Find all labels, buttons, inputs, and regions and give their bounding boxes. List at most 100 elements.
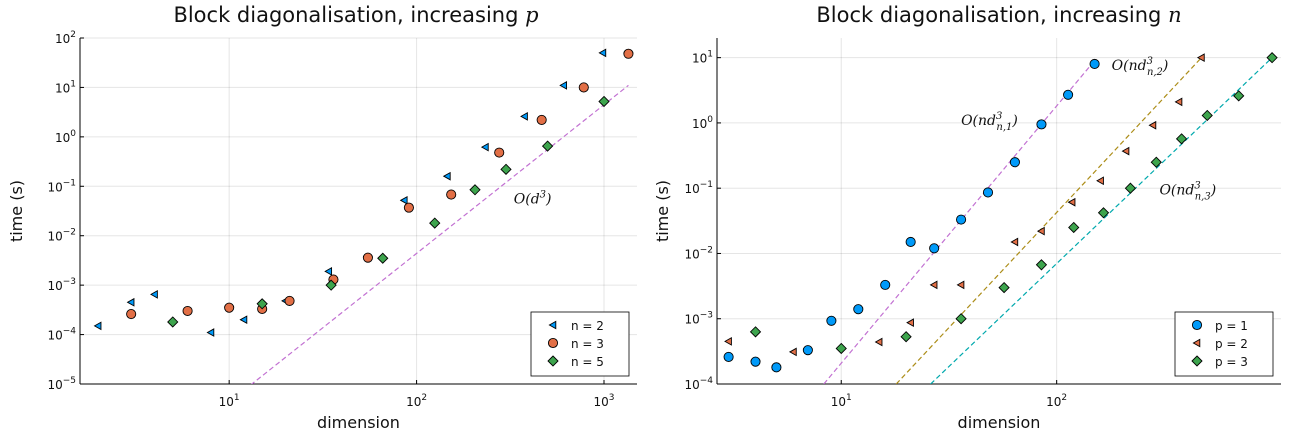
data-point — [905, 236, 916, 248]
reference-line-label-1: O(d3) — [514, 189, 552, 207]
data-point — [182, 305, 193, 317]
data-point — [1148, 120, 1157, 130]
y-tick-label: 102 — [55, 30, 76, 46]
plot-area — [93, 48, 634, 384]
chart-title: Block diagonalisation, increasing n — [816, 3, 1181, 27]
data-point — [578, 82, 589, 93]
legend-box — [530, 311, 630, 377]
data-point — [982, 187, 994, 198]
data-point — [750, 356, 761, 367]
data-point — [1174, 97, 1183, 107]
data-point — [480, 142, 489, 152]
data-point — [955, 313, 967, 325]
x-axis-label: dimension — [317, 413, 400, 432]
data-point — [324, 266, 333, 276]
y-tick-label: 10−3 — [684, 311, 713, 327]
data-point — [1150, 156, 1162, 168]
y-axis-label: time (s) — [7, 180, 26, 242]
data-point — [1010, 237, 1019, 247]
data-point — [1201, 109, 1213, 122]
y-tick-label: 10−4 — [684, 376, 713, 392]
data-point — [956, 214, 967, 225]
data-point — [835, 342, 847, 355]
data-point — [1124, 182, 1137, 194]
data-point — [541, 140, 554, 152]
y-tick-label: 10−4 — [47, 327, 76, 343]
y-tick-label: 10−3 — [47, 277, 76, 293]
series-1 — [93, 48, 607, 337]
data-point — [826, 315, 837, 326]
data-point — [167, 316, 179, 328]
data-point — [284, 295, 295, 306]
y-tick-label: 10−1 — [47, 178, 76, 194]
chart-increasing-n: 101 102 10−4 10−3 10−2 10−1 100 101 Block diagon… — [653, 3, 1281, 432]
data-point — [325, 279, 337, 291]
data-point — [724, 336, 732, 346]
legend-marker-2 — [547, 337, 559, 349]
x-tick-label: 103 — [593, 393, 614, 409]
data-point — [749, 326, 762, 338]
data-point — [520, 111, 528, 121]
legend-marker-1 — [548, 320, 557, 330]
data-point — [362, 252, 373, 263]
data-point — [802, 345, 813, 356]
plot-area — [723, 52, 1278, 384]
legend-marker-2 — [1192, 338, 1201, 348]
data-point — [494, 147, 505, 158]
data-point — [150, 290, 158, 299]
y-tick-label: 10−2 — [47, 228, 76, 244]
x-tick-label: 101 — [831, 393, 852, 409]
data-point — [469, 184, 481, 196]
data-point — [1096, 176, 1104, 186]
legend: p = 1 p = 2 p = 3 — [1174, 311, 1274, 377]
grid-lines — [717, 38, 1281, 385]
legend-label-2: n = 3 — [571, 337, 604, 351]
data-point — [1266, 52, 1278, 64]
reference-line-3 — [930, 57, 1273, 384]
x-tick-label: 101 — [219, 393, 240, 409]
legend-label-2: p = 2 — [1215, 337, 1248, 351]
data-point — [623, 48, 634, 59]
data-point — [853, 304, 864, 315]
data-point — [1089, 58, 1100, 70]
data-point — [723, 351, 734, 362]
data-point — [598, 95, 610, 108]
chart-title: Block diagonalisation, increasing p — [173, 3, 538, 27]
legend-marker-3 — [1191, 355, 1203, 367]
data-point — [880, 279, 891, 290]
legend: n = 2 n = 3 n = 5 — [530, 311, 630, 377]
data-point — [1067, 197, 1076, 207]
series-3 — [749, 52, 1278, 355]
y-axis-label: time (s) — [653, 180, 672, 242]
legend-box — [1174, 311, 1274, 377]
data-point — [929, 243, 940, 254]
data-point — [598, 48, 607, 58]
data-point — [1063, 89, 1074, 100]
data-point — [403, 202, 414, 213]
chart-increasing-p: 101 102 103 10−5 10−4 10−3 10−2 10−1 100 101 102 Bl… — [7, 3, 637, 432]
data-point — [224, 302, 235, 313]
legend-label-1: n = 2 — [571, 319, 604, 333]
y-tick-label: 10−5 — [47, 376, 76, 392]
x-tick-label: 102 — [1046, 393, 1067, 409]
legend-marker-3 — [547, 355, 559, 367]
data-point — [1097, 207, 1110, 219]
data-point — [788, 347, 797, 357]
series-2 — [126, 48, 634, 320]
reference-line-1 — [250, 84, 629, 384]
data-point — [500, 163, 512, 175]
x-axis-label: dimension — [958, 413, 1041, 432]
data-point — [536, 114, 547, 125]
data-point — [1009, 157, 1020, 168]
data-point — [377, 252, 389, 264]
series-2 — [724, 53, 1205, 357]
data-point — [900, 331, 912, 343]
data-point — [1121, 146, 1130, 156]
data-point — [256, 298, 268, 310]
data-point — [446, 189, 457, 200]
legend-marker-1 — [1191, 319, 1203, 331]
reference-line-2 — [895, 57, 1202, 384]
data-point — [1035, 259, 1048, 271]
data-point — [1036, 119, 1047, 130]
